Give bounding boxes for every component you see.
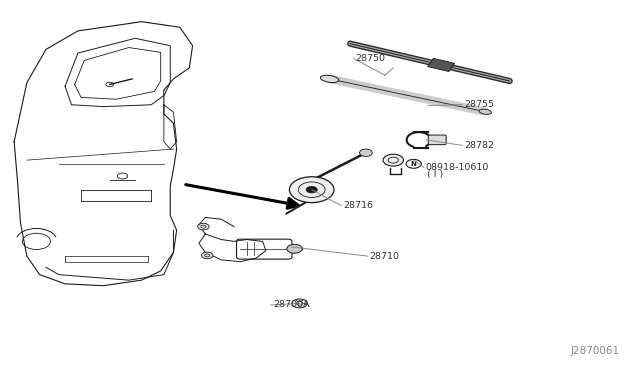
Text: 28782: 28782 xyxy=(464,141,494,150)
Text: J2870061: J2870061 xyxy=(570,346,620,356)
Circle shape xyxy=(306,186,317,193)
Circle shape xyxy=(383,154,403,166)
Ellipse shape xyxy=(479,109,492,114)
Circle shape xyxy=(198,223,209,230)
Text: 28750: 28750 xyxy=(356,54,386,63)
Ellipse shape xyxy=(321,75,339,83)
Text: ( I ): ( I ) xyxy=(427,170,444,179)
Text: N: N xyxy=(411,161,417,167)
Circle shape xyxy=(287,244,302,253)
Text: 28710: 28710 xyxy=(370,251,400,261)
Text: 28716: 28716 xyxy=(343,201,373,210)
Polygon shape xyxy=(428,58,454,71)
FancyBboxPatch shape xyxy=(428,135,446,145)
Circle shape xyxy=(360,149,372,157)
Circle shape xyxy=(202,252,213,259)
Text: 08918-10610: 08918-10610 xyxy=(426,163,489,172)
Text: 28755: 28755 xyxy=(464,100,494,109)
Circle shape xyxy=(289,177,334,203)
Circle shape xyxy=(292,299,307,308)
Text: 28700A: 28700A xyxy=(273,300,309,310)
